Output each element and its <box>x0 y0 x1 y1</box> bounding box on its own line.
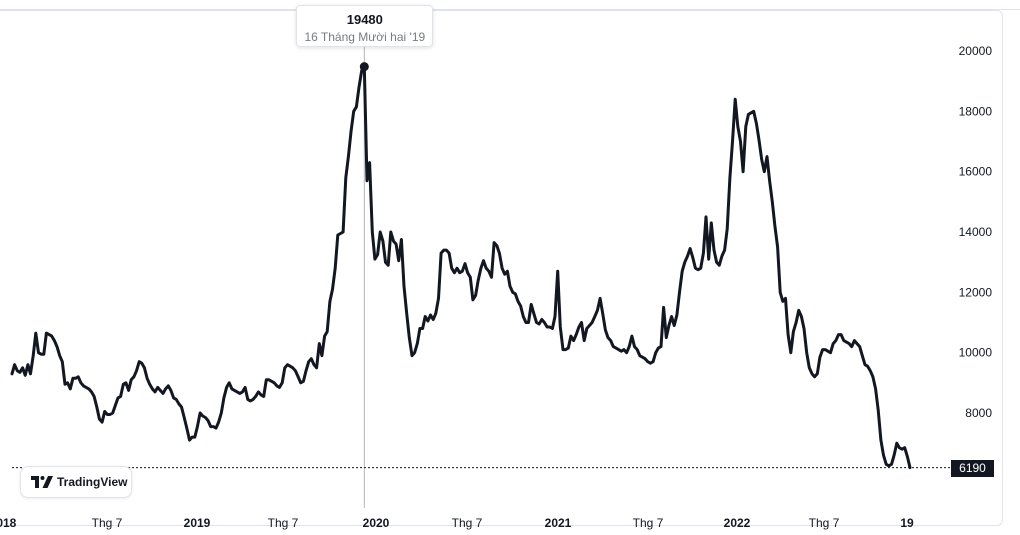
y-tick-label: 8000 <box>965 406 992 420</box>
x-axis: 2018 Thg 7 2019 Thg 7 2020 Thg 7 2021 Thg 7 2022… <box>0 516 914 530</box>
y-tick-label: 16000 <box>959 165 993 179</box>
x-tick-label: 19 <box>900 516 914 530</box>
x-tick-label: Thg 7 <box>809 516 840 530</box>
tradingview-logo-icon <box>31 476 53 488</box>
x-tick-label: 2021 <box>545 516 572 530</box>
x-tick-label: Thg 7 <box>268 516 299 530</box>
tradingview-logo-badge[interactable]: TradingView <box>20 466 132 498</box>
tradingview-logo-text: TradingView <box>57 475 128 489</box>
chart-frame <box>0 10 1003 526</box>
x-tick-label: 2019 <box>184 516 211 530</box>
price-line-series <box>10 65 912 470</box>
y-tick-label: 18000 <box>959 104 993 118</box>
tooltip-date: 16 Tháng Mười hai '19 <box>304 30 426 44</box>
x-tick-label: Thg 7 <box>452 516 483 530</box>
y-tick-label: 10000 <box>959 346 993 360</box>
highlighted-data-point[interactable] <box>359 62 369 72</box>
last-price-label: 6190 <box>951 459 994 477</box>
x-tick-label: Thg 7 <box>633 516 664 530</box>
tooltip-value: 19480 <box>346 12 383 27</box>
y-axis: 8000 10000 12000 14000 16000 18000 20000 <box>959 44 993 420</box>
x-tick-label: Thg 7 <box>92 516 123 530</box>
x-tick-label: 2020 <box>363 516 390 530</box>
y-tick-label: 12000 <box>959 285 993 299</box>
data-point-tooltip: 19480 16 Tháng Mười hai '19 <box>296 5 434 47</box>
x-tick-label: 2018 <box>0 516 17 530</box>
top-border-line <box>0 9 1020 10</box>
y-tick-label: 20000 <box>959 44 993 58</box>
y-tick-label: 14000 <box>959 225 993 239</box>
x-tick-label: 2022 <box>724 516 751 530</box>
